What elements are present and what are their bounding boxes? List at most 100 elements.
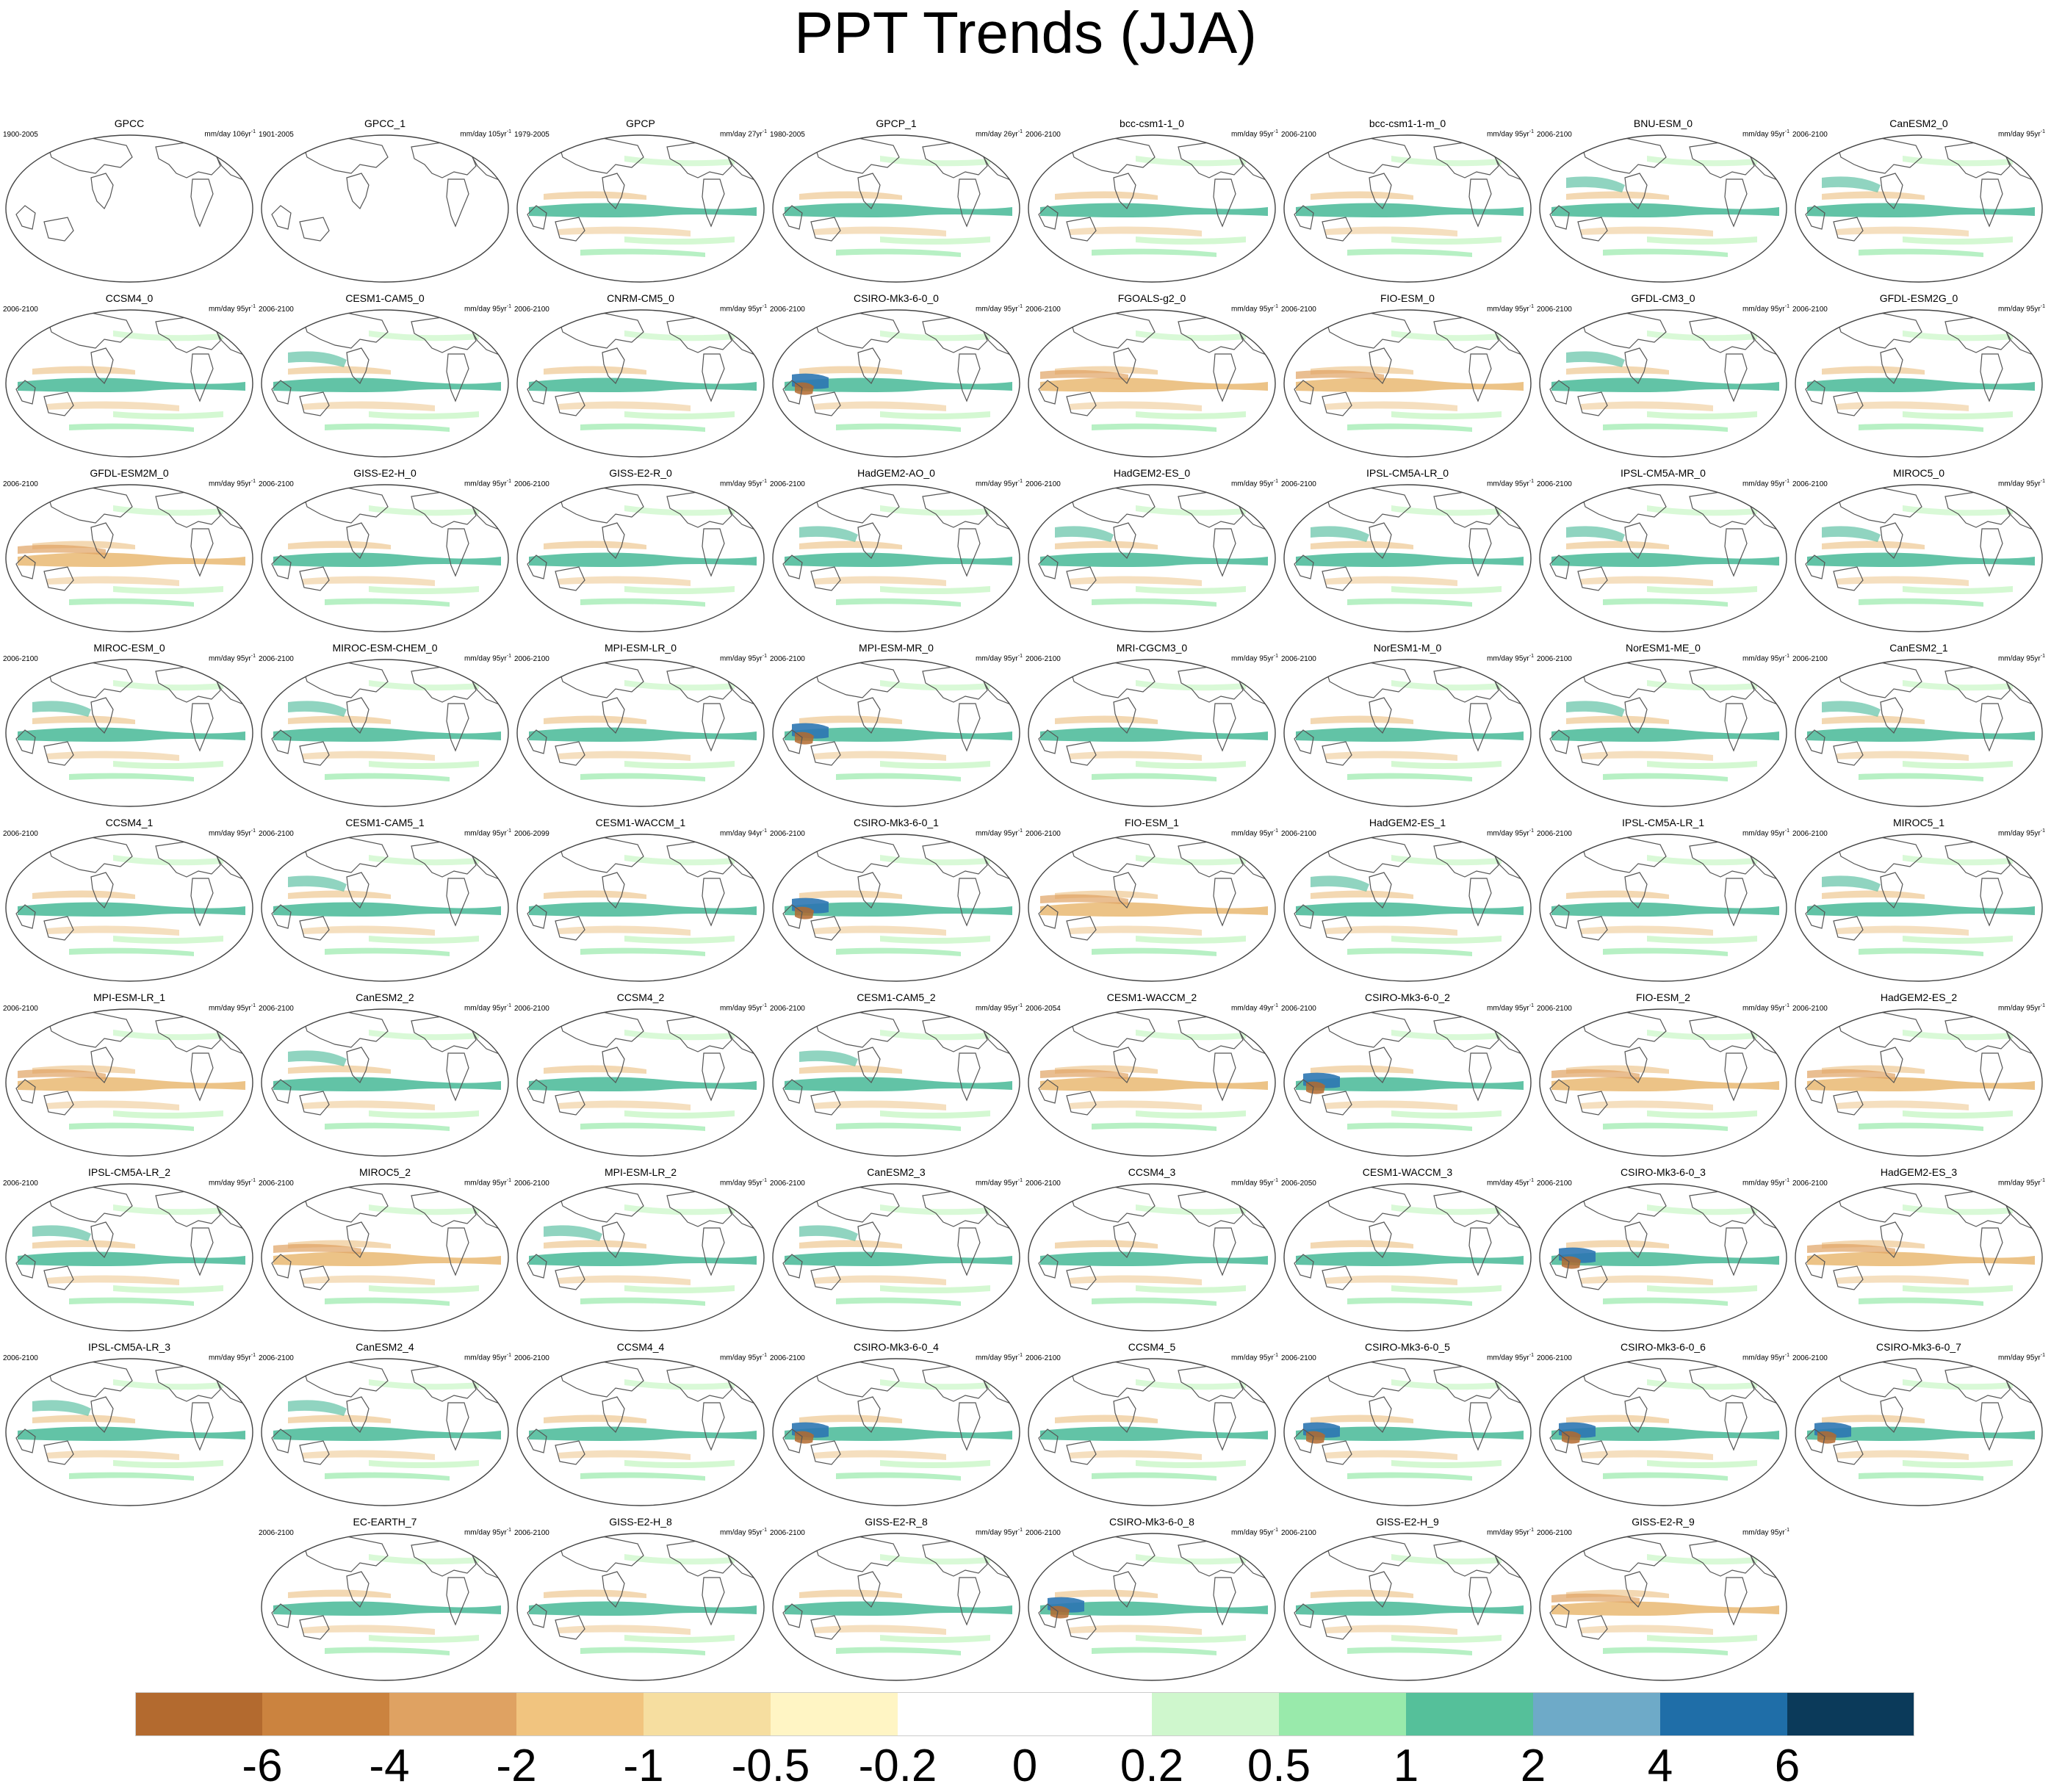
- coastline: [1724, 178, 1748, 228]
- globe-outline: [1539, 134, 1787, 283]
- panel-title: HadGEM2-AO_0: [857, 467, 935, 479]
- colorbar: [135, 1692, 1914, 1736]
- panel-years: 2006-2100: [1792, 1179, 1828, 1188]
- globe-outline: [261, 484, 509, 632]
- trend-field: [325, 1647, 450, 1655]
- map-panel: GISS-E2-H_8 2006-2100 mm/day 95yr-1: [514, 1516, 767, 1683]
- panel-title: IPSL-CM5A-LR_2: [87, 1166, 171, 1178]
- coastline: [1880, 173, 1903, 210]
- globe-outline: [1539, 1358, 1787, 1506]
- map-panel: HadGEM2-ES_0 2006-2100 mm/day 95yr-1: [1026, 467, 1278, 635]
- coastline: [1066, 391, 1097, 416]
- panel-years: 2006-2100: [259, 480, 294, 488]
- trend-field: [1822, 176, 1881, 192]
- panel-units: mm/day 95yr-1: [1742, 1526, 1789, 1537]
- panel-units: mm/day 95yr-1: [1487, 477, 1534, 488]
- panel-title: GFDL-ESM2M_0: [90, 467, 169, 479]
- coastline: [1805, 1079, 1825, 1104]
- trend-field: [325, 1297, 450, 1306]
- trend-field: [1807, 1077, 2035, 1091]
- globe-outline: [1028, 134, 1276, 283]
- panel-years: 2006-2100: [770, 655, 805, 663]
- panel-title: CCSM4_3: [1128, 1166, 1176, 1178]
- panel-title: bcc-csm1-1_0: [1120, 118, 1184, 129]
- trend-field: [1040, 1077, 1268, 1091]
- coastline: [1624, 1571, 1648, 1608]
- panel-units-exponent: -1: [2040, 1353, 2045, 1358]
- panel-units-exponent: -1: [1784, 304, 1789, 309]
- coastline: [299, 741, 330, 766]
- coastline: [1369, 1571, 1392, 1608]
- coastline: [271, 1603, 292, 1628]
- coastline: [43, 741, 74, 766]
- coastline: [558, 1361, 644, 1398]
- coastline: [558, 1186, 644, 1223]
- trend-field: [580, 598, 705, 607]
- panel-units-exponent: -1: [1529, 1528, 1534, 1533]
- trend-field: [1647, 1554, 1757, 1565]
- trend-field: [1296, 552, 1524, 567]
- panel-units-text: mm/day 95yr: [1486, 1004, 1529, 1013]
- coastline: [957, 178, 981, 228]
- trend-field: [1581, 925, 1713, 936]
- panel-years: 2006-2100: [1281, 1354, 1316, 1362]
- panel-title: CESM1-WACCM_1: [595, 817, 686, 828]
- map-panel: GFDL-ESM2M_0 2006-2100 mm/day 95yr-1: [3, 467, 256, 635]
- panel-units-exponent: -1: [762, 129, 767, 134]
- panel-units-text: mm/day 95yr: [208, 1179, 251, 1188]
- panel-units-text: mm/day 27yr: [719, 130, 763, 139]
- coastline: [602, 1221, 625, 1259]
- trend-field: [880, 1379, 990, 1390]
- trend-field: [1903, 680, 2013, 691]
- globe-outline: [5, 834, 253, 982]
- trend-field: [836, 598, 961, 607]
- trend-field: [880, 1635, 990, 1643]
- trend-field: [1603, 1297, 1728, 1306]
- panel-units-text: mm/day 95yr: [208, 305, 251, 314]
- trend-field: [1836, 751, 1969, 761]
- trend-field: [369, 1460, 479, 1468]
- panel-units-text: mm/day 95yr: [1742, 130, 1785, 139]
- map-panel: GFDL-ESM2G_0 2006-2100 mm/day 95yr-1: [1792, 292, 2045, 460]
- coastline: [1113, 1571, 1136, 1608]
- globe-map: [772, 834, 1020, 982]
- map-panel: MRI-CGCM3_0 2006-2100 mm/day 95yr-1: [1026, 642, 1278, 809]
- trend-field: [18, 552, 245, 567]
- panel-units: mm/day 95yr-1: [1998, 1351, 2045, 1362]
- panel-units-exponent: -1: [1017, 479, 1023, 484]
- figure-title: PPT Trends (JJA): [794, 0, 1257, 65]
- panel-units-exponent: -1: [506, 1178, 511, 1183]
- coastline: [1880, 1396, 1903, 1434]
- trend-field: [47, 1275, 179, 1285]
- coastline: [299, 1615, 330, 1640]
- coastline: [1294, 1254, 1314, 1279]
- coastline: [302, 662, 389, 698]
- trend-field: [624, 1554, 735, 1565]
- coastline: [813, 312, 900, 349]
- coastline: [527, 1428, 547, 1453]
- panel-units: mm/day 95yr-1: [1998, 477, 2045, 488]
- panel-title: GISS-E2-H_0: [353, 467, 417, 479]
- map-panel: GPCP_1 1980-2005 mm/day 26yr-1: [770, 118, 1023, 285]
- panel-units: mm/day 95yr-1: [1231, 1526, 1278, 1537]
- coastline: [1038, 380, 1059, 405]
- globe-outline: [1539, 659, 1787, 807]
- globe-outline: [1283, 834, 1532, 982]
- trend-field: [47, 751, 179, 761]
- trend-field: [814, 1100, 946, 1110]
- coastline: [1836, 837, 1922, 873]
- map-panel: CanESM2_0 2006-2100 mm/day 95yr-1: [1792, 118, 2045, 285]
- trend-field: [624, 1460, 735, 1468]
- coastline: [1980, 528, 2003, 577]
- trend-field: [273, 902, 501, 917]
- globe-map: [1539, 1008, 1787, 1157]
- panel-units-exponent: -1: [1273, 1353, 1278, 1358]
- coastline: [1066, 566, 1097, 591]
- panel-units-exponent: -1: [1529, 1353, 1534, 1358]
- panel-years: 2006-2100: [770, 1179, 805, 1188]
- coastline: [1805, 554, 1825, 579]
- trend-field: [1136, 1030, 1246, 1041]
- coastline: [1624, 1047, 1648, 1084]
- panel-units: mm/day 95yr-1: [976, 1351, 1023, 1362]
- globe-map: [1795, 1358, 2043, 1506]
